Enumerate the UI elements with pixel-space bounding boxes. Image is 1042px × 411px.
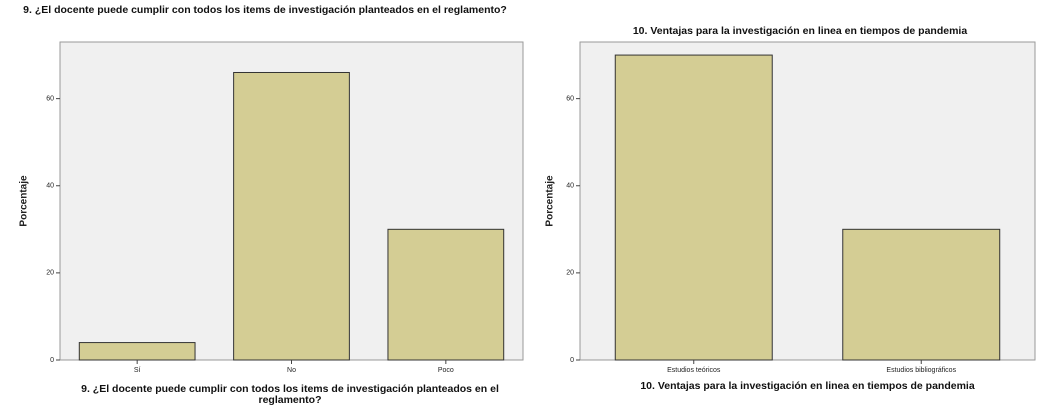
y-tick-label: 20 bbox=[46, 270, 54, 277]
y-tick-label: 40 bbox=[46, 183, 54, 190]
x-tick-label: Estudios bibliográficos bbox=[886, 367, 956, 374]
bar bbox=[614, 54, 773, 361]
y-axis-label: Porcentaje bbox=[545, 175, 556, 227]
y-tick-label: 40 bbox=[566, 183, 574, 190]
x-tick-label: No bbox=[287, 367, 296, 374]
x-tick-label: Poco bbox=[438, 367, 454, 374]
chart-title: 9. ¿El docente puede cumplir con todos l… bbox=[23, 4, 507, 16]
bar bbox=[233, 71, 350, 361]
chart-title: 10. Ventajas para la investigación en li… bbox=[632, 25, 968, 37]
y-tick-label: 0 bbox=[50, 357, 54, 364]
bar bbox=[78, 342, 196, 361]
y-axis-label: Porcentaje bbox=[19, 175, 30, 227]
y-tick-label: 60 bbox=[46, 95, 54, 102]
x-tick-label: Sí bbox=[134, 367, 141, 374]
bar bbox=[387, 228, 505, 361]
x-axis-label: 9. ¿El docente puede cumplir con todos l… bbox=[81, 383, 499, 406]
x-tick-label: Estudios teóricos bbox=[667, 367, 721, 374]
y-tick-label: 20 bbox=[566, 270, 574, 277]
y-tick-label: 60 bbox=[566, 95, 574, 102]
y-tick-label: 0 bbox=[570, 357, 574, 364]
x-axis-label: 10. Ventajas para la investigación en li… bbox=[640, 380, 975, 392]
bar bbox=[842, 228, 1001, 361]
